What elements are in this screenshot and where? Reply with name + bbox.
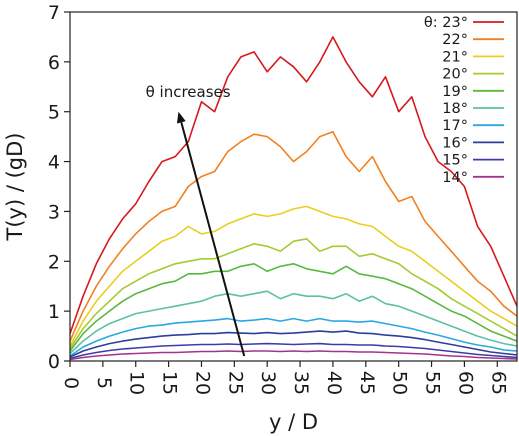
series-line-5 [69,290,518,355]
series-line-1 [69,130,518,342]
y-tick-label: 0 [48,351,60,373]
annotation-arrow [180,122,246,357]
y-tick-label: 7 [48,2,60,24]
legend-label: 14° [442,170,468,186]
series-line-7 [69,330,518,358]
x-tick-label: 5 [93,377,115,389]
y-tick-label: 2 [48,251,60,273]
series-line-0 [69,36,518,334]
series-line-3 [69,238,518,349]
series-line-6 [69,317,518,357]
x-tick-label: 15 [159,371,181,395]
x-tick-label: 30 [257,371,279,395]
x-tick-label: 10 [126,371,148,395]
legend-label: θ: 23° [424,15,468,31]
x-tick-label: 60 [454,371,476,395]
x-tick-label: 45 [356,371,378,395]
y-tick-label: 4 [48,152,60,174]
series-line-8 [69,342,518,360]
y-tick-label: 6 [48,52,60,74]
x-tick-label: 35 [290,371,312,395]
y-axis-ticks: 0 1 2 3 4 5 6 7 [48,2,70,373]
legend-label: 17° [442,118,468,134]
series-layer [69,36,518,361]
annotation-text: θ increases [146,83,231,101]
legend: θ: 23°22°21° 20°19°18°17°16° 15°14° [424,15,504,186]
legend-label: 18° [442,101,468,117]
series-line-4 [69,262,518,352]
legend-label: 20° [442,67,468,83]
x-tick-label: 40 [323,371,345,395]
x-tick-label: 50 [389,371,411,395]
legend-label: 15° [442,153,468,169]
series-line-2 [69,205,518,347]
y-axis-label: T(y) / (gD) [3,133,27,242]
x-tick-label: 0 [60,377,82,389]
x-tick-label: 65 [487,371,509,395]
plot-frame [69,11,518,362]
annotation: θ increases [146,83,246,357]
series-line-9 [69,350,518,361]
y-tick-label: 3 [48,201,60,223]
x-tick-label: 55 [422,371,444,395]
legend-label: 16° [442,135,468,151]
y-tick-label: 1 [48,301,60,323]
x-axis-ticks: 0 5 10 15 20 25 30 35 40 45 50 55 60 65 [60,361,509,395]
legend-label: 21° [442,49,468,65]
x-tick-label: 25 [224,371,246,395]
y-tick-label: 5 [48,102,60,124]
annotation-arrowhead [176,111,186,124]
legend-label: 22° [442,32,468,48]
x-tick-label: 20 [191,371,213,395]
x-axis-label: y / D [269,410,318,434]
legend-label: 19° [442,84,468,100]
